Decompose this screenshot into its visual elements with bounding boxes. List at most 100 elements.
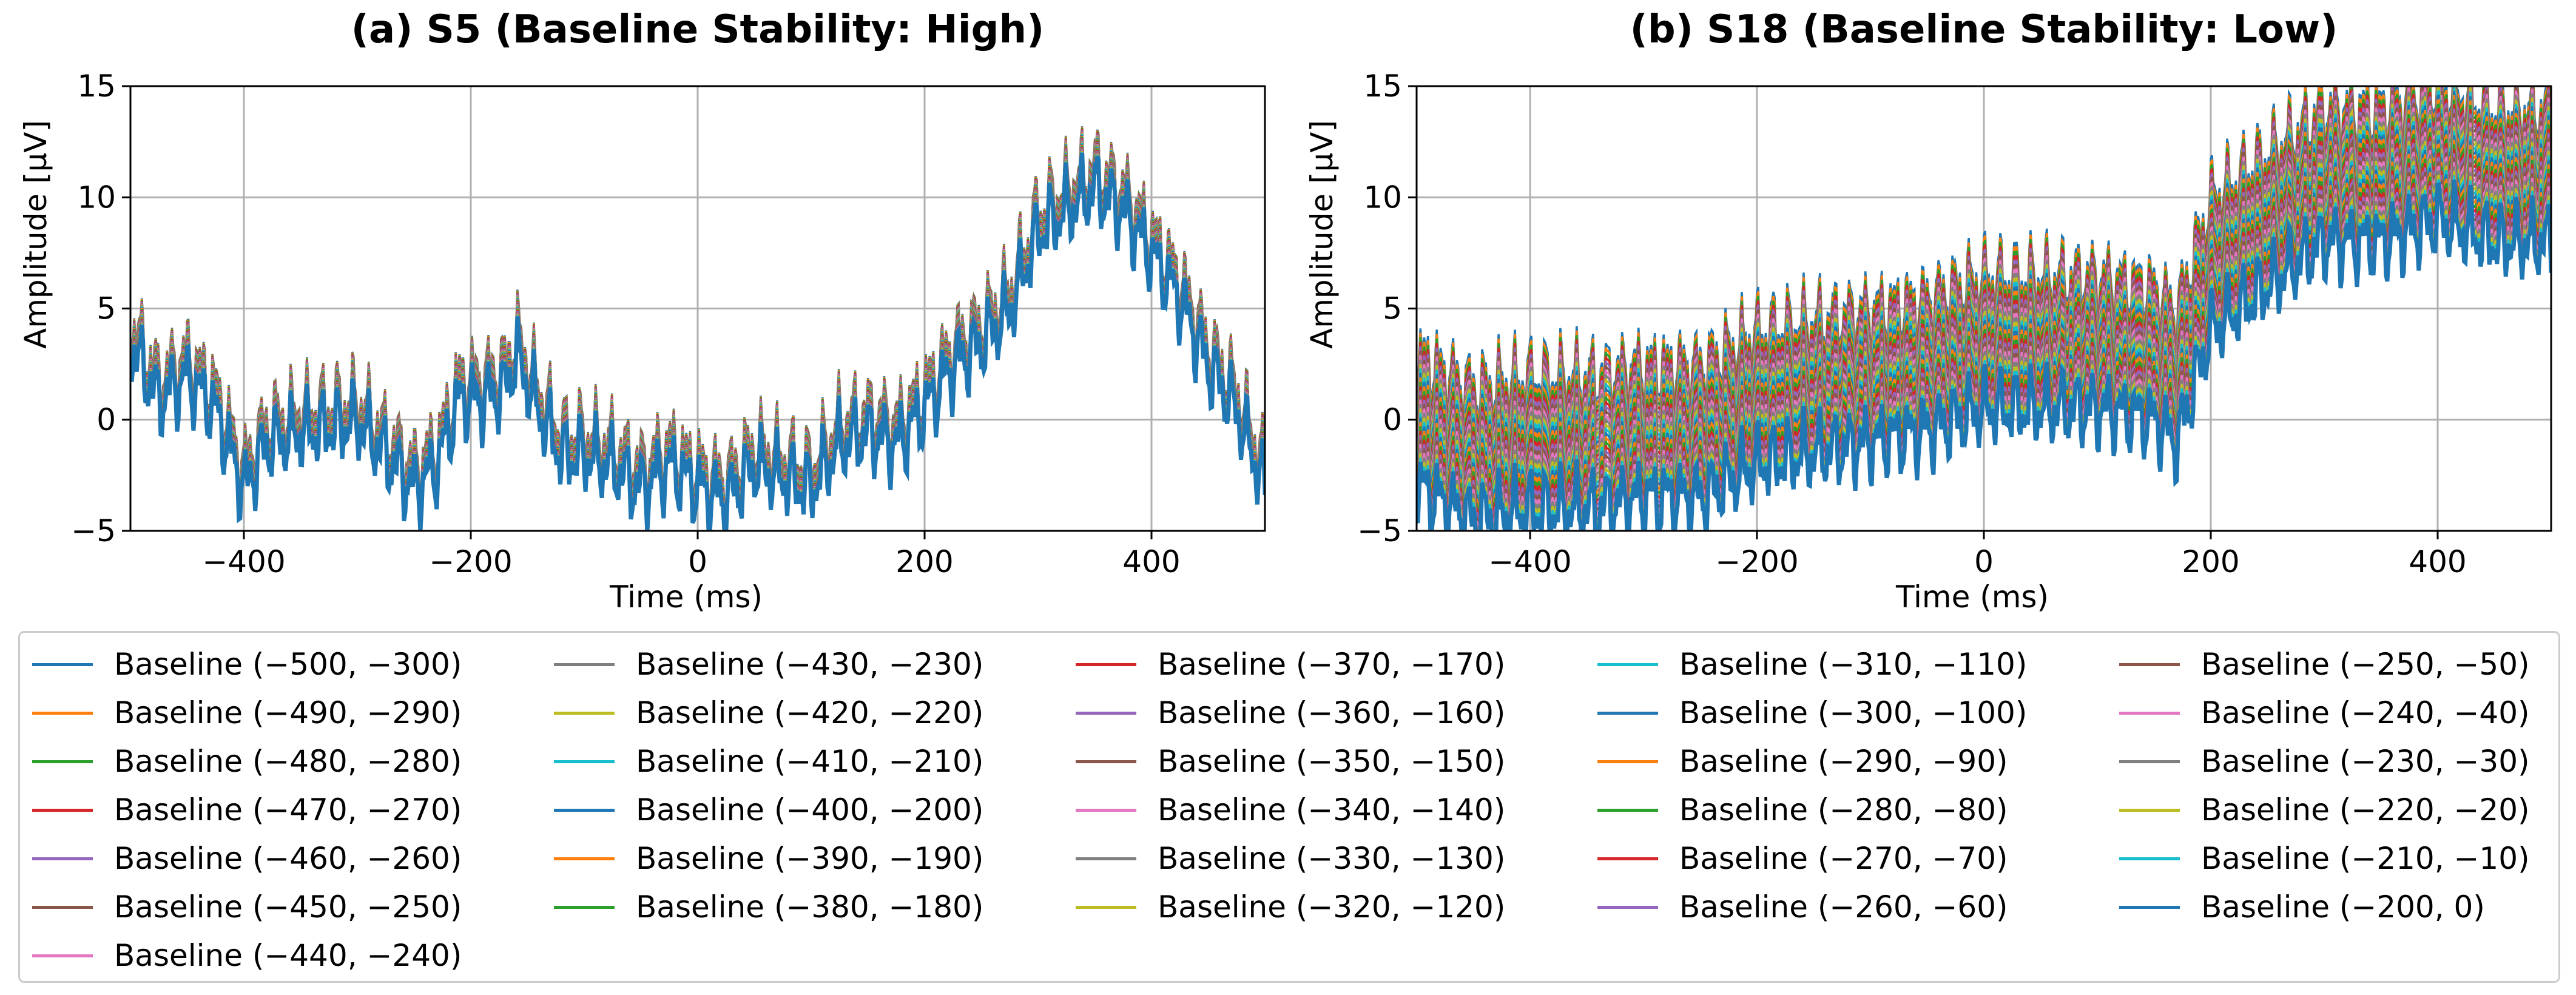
legend-swatch <box>1076 857 1136 860</box>
chart-b-ylabel: Amplitude [μV] <box>1304 120 1340 349</box>
legend-swatch <box>554 857 615 860</box>
legend-swatch <box>554 663 615 666</box>
y-tick-label: −5 <box>1357 513 1402 548</box>
legend-item: Baseline (−300, −100) <box>1597 695 2027 731</box>
legend-label: Baseline (−310, −110) <box>1679 647 2028 682</box>
legend-label: Baseline (−270, −70) <box>1679 841 2008 876</box>
legend-label: Baseline (−280, −80) <box>1679 792 2008 828</box>
x-tick-label: 400 <box>2409 544 2466 579</box>
legend-swatch <box>32 711 93 715</box>
legend-item: Baseline (−320, −120) <box>1076 889 1505 925</box>
y-tick-label: 10 <box>77 180 116 215</box>
legend-label: Baseline (−410, −210) <box>636 744 984 779</box>
legend-item: Baseline (−390, −190) <box>554 840 983 877</box>
legend-item: Baseline (−310, −110) <box>1597 646 2027 683</box>
legend-swatch <box>32 857 93 860</box>
legend-swatch <box>2119 905 2180 909</box>
legend-label: Baseline (−220, −20) <box>2201 792 2530 828</box>
legend-swatch <box>554 711 615 715</box>
y-tick-label: 15 <box>77 69 116 104</box>
chart-canvas: −400 −200 0 200 400 −5 0 5 10 15 −400 −200 0 200 400 −5… <box>71 69 2552 579</box>
legend-swatch <box>32 760 93 763</box>
x-tick-label: 400 <box>1122 544 1180 579</box>
legend-label: Baseline (−260, −60) <box>1679 889 2008 925</box>
legend-label: Baseline (−300, −100) <box>1679 695 2028 730</box>
legend-label: Baseline (−330, −130) <box>1158 841 1506 876</box>
chart-a-title: (a) S5 (Baseline Stability: High) <box>351 7 1045 52</box>
series-group <box>130 126 1265 531</box>
y-tick-label: 0 <box>1383 402 1402 437</box>
legend-swatch <box>2119 663 2180 666</box>
legend-item: Baseline (−330, −130) <box>1076 840 1505 877</box>
legend-item: Baseline (−410, −210) <box>554 743 983 780</box>
legend-swatch <box>2119 808 2180 812</box>
legend-swatch <box>1076 905 1136 909</box>
y-tick-label: 5 <box>1383 291 1402 326</box>
legend-item: Baseline (−480, −280) <box>32 743 462 780</box>
legend-item: Baseline (−430, −230) <box>554 646 983 683</box>
legend-item: Baseline (−360, −160) <box>1076 695 1505 731</box>
y-tick-label: 5 <box>96 291 116 326</box>
legend-item: Baseline (−280, −80) <box>1597 792 2008 828</box>
x-tick-label: 200 <box>2182 544 2239 579</box>
legend-item: Baseline (−210, −10) <box>2119 840 2530 877</box>
chart-b-title: (b) S18 (Baseline Stability: Low) <box>1630 7 2338 52</box>
legend-label: Baseline (−480, −280) <box>114 744 462 779</box>
legend-swatch <box>1076 711 1136 715</box>
legend-swatch <box>1597 857 1658 860</box>
legend-swatch <box>1076 760 1136 763</box>
legend-swatch <box>1597 711 1658 715</box>
legend-label: Baseline (−490, −290) <box>114 695 462 730</box>
legend-swatch <box>554 905 615 909</box>
legend-swatch <box>2119 857 2180 860</box>
legend-label: Baseline (−350, −150) <box>1158 744 1506 779</box>
legend-label: Baseline (−290, −90) <box>1679 744 2008 779</box>
legend-swatch <box>32 808 93 812</box>
legend-item: Baseline (−380, −180) <box>554 889 983 925</box>
legend-swatch <box>1597 663 1658 666</box>
x-tick-label: −400 <box>1488 544 1571 579</box>
legend-label: Baseline (−210, −10) <box>2201 841 2530 876</box>
legend-label: Baseline (−320, −120) <box>1158 889 1506 925</box>
y-tick-label: 10 <box>1363 180 1402 215</box>
legend-item: Baseline (−400, −200) <box>554 792 983 828</box>
y-tick-label: 15 <box>1363 69 1402 104</box>
legend-swatch <box>2119 760 2180 763</box>
legend-item: Baseline (−270, −70) <box>1597 840 2008 877</box>
legend-item: Baseline (−500, −300) <box>32 646 462 683</box>
legend-item: Baseline (−490, −290) <box>32 695 462 731</box>
legend-label: Baseline (−500, −300) <box>114 647 462 682</box>
x-tick-label: 200 <box>895 544 953 579</box>
legend-label: Baseline (−420, −220) <box>636 695 984 730</box>
legend-label: Baseline (−340, −140) <box>1158 792 1506 828</box>
legend-item: Baseline (−250, −50) <box>2119 646 2530 683</box>
legend-label: Baseline (−250, −50) <box>2201 647 2530 682</box>
series-line <box>130 152 1265 531</box>
legend-item: Baseline (−470, −270) <box>32 792 462 828</box>
legend-label: Baseline (−370, −170) <box>1158 647 1506 682</box>
legend-label: Baseline (−230, −30) <box>2201 744 2530 779</box>
legend-item: Baseline (−290, −90) <box>1597 743 2008 780</box>
legend-swatch <box>1597 760 1658 763</box>
legend-label: Baseline (−450, −250) <box>114 889 462 925</box>
legend-item: Baseline (−230, −30) <box>2119 743 2530 780</box>
legend-label: Baseline (−240, −40) <box>2201 695 2530 730</box>
x-tick-label: 0 <box>1974 544 1994 579</box>
legend-swatch <box>1076 808 1136 812</box>
x-tick-label: −400 <box>202 544 285 579</box>
legend-item: Baseline (−340, −140) <box>1076 792 1505 828</box>
legend-swatch <box>2119 711 2180 715</box>
x-tick-label: −200 <box>1715 544 1798 579</box>
legend-item: Baseline (−350, −150) <box>1076 743 1505 780</box>
x-tick-label: 0 <box>688 544 707 579</box>
legend-label: Baseline (−440, −240) <box>114 938 462 973</box>
y-tick-label: 0 <box>96 402 116 437</box>
legend-item: Baseline (−460, −260) <box>32 840 462 877</box>
y-tick-label: −5 <box>71 513 116 548</box>
legend-item: Baseline (−260, −60) <box>1597 889 2008 925</box>
legend-item: Baseline (−420, −220) <box>554 695 983 731</box>
legend-swatch <box>1597 905 1658 909</box>
legend-item: Baseline (−440, −240) <box>32 937 462 974</box>
chart-a-xlabel: Time (ms) <box>610 579 763 615</box>
legend-item: Baseline (−370, −170) <box>1076 646 1505 683</box>
